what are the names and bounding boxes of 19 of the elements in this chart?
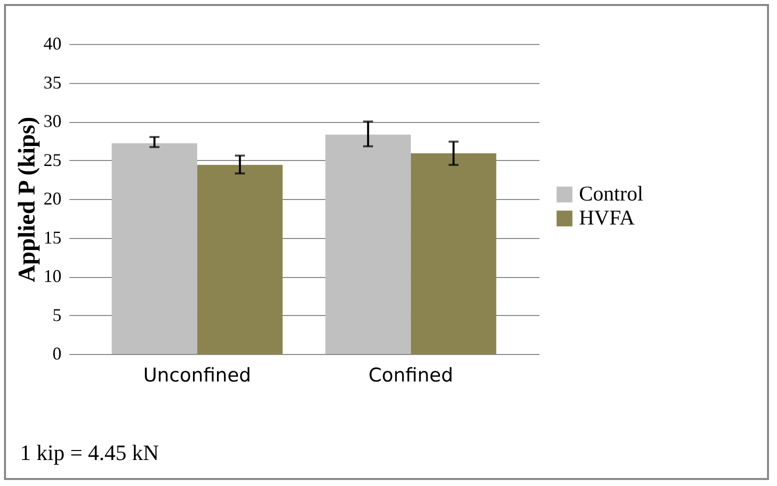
legend-label: HVFA (579, 206, 636, 230)
y-tick-label: 25 (44, 150, 62, 170)
legend-label: Control (579, 182, 644, 206)
x-tick-label: Unconfined (143, 364, 252, 386)
y-tick-label: 15 (44, 227, 62, 248)
y-tick-label: 5 (52, 304, 62, 325)
x-tick-label: Confined (368, 364, 454, 386)
bar (410, 153, 496, 354)
bar (112, 143, 198, 354)
y-tick-label: 10 (44, 266, 62, 286)
bar (197, 164, 283, 354)
y-axis-title: Applied P (kips) (14, 116, 40, 282)
y-tick-label: 40 (44, 34, 62, 54)
y-tick-label: 20 (44, 188, 62, 208)
bar (325, 134, 411, 354)
text: 1 kip = 4.45 kN (20, 440, 159, 466)
y-tick-label: 0 (52, 344, 62, 364)
y-tick-label: 35 (44, 72, 62, 92)
y-tick-label: 30 (44, 111, 62, 131)
